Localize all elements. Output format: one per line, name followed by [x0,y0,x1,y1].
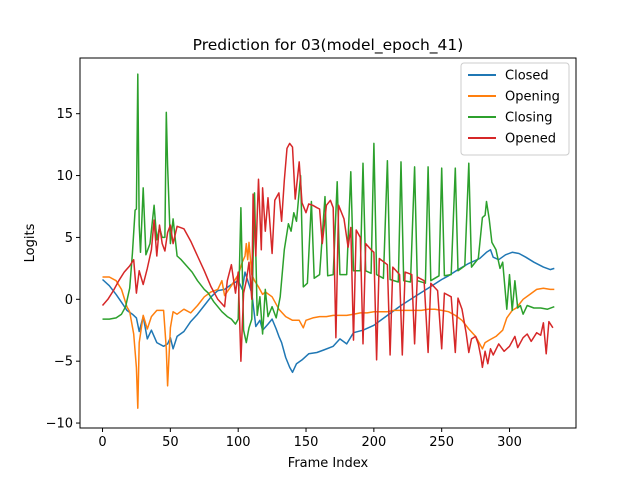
series-line-opening [102,241,555,409]
x-tick-label: 50 [162,435,179,450]
chart-title: Prediction for 03(model_epoch_41) [193,36,464,55]
legend-label-opening: Opening [505,90,560,105]
legend: Closed Opening Closing Opened [460,62,570,156]
x-tick-label: 300 [497,435,522,450]
series-line-closed [101,249,555,374]
x-tick-label: 200 [361,435,386,450]
series-line-opened [101,142,554,369]
y-axis: −10 −5 0 5 10 15 [46,107,80,432]
series-line-closing [102,73,555,344]
y-tick-label: 0 [65,293,73,308]
x-axis-label: Frame Index [288,456,369,471]
plot-frame [79,57,577,429]
x-axis: 0 50 100 150 200 250 300 [98,428,522,450]
x-tick-label: 0 [98,435,106,450]
x-tick-label: 100 [226,435,251,450]
legend-label-opened: Opened [505,132,556,147]
legend-label-closing: Closing [505,111,553,126]
legend-label-closed: Closed [505,69,549,84]
x-tick-label: 150 [294,435,319,450]
legend-box [460,62,570,156]
y-tick-label: 10 [56,169,73,184]
y-tick-label: 15 [56,107,73,122]
y-tick-label: −5 [54,355,73,370]
y-tick-label: −10 [46,417,73,432]
plot-area [101,73,555,409]
y-tick-label: 5 [65,231,73,246]
x-tick-label: 250 [429,435,454,450]
y-axis-label: Logits [23,223,38,262]
